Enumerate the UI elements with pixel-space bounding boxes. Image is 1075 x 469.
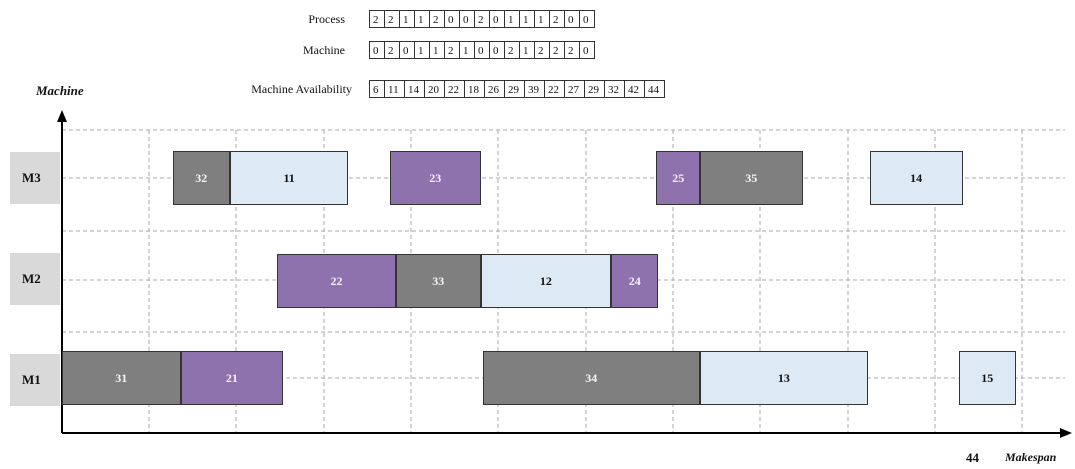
process-cell: 1 bbox=[534, 10, 550, 28]
makespan-value: 44 bbox=[966, 450, 979, 465]
machine-cell: 2 bbox=[504, 41, 520, 59]
task-block-35: 35 bbox=[699, 151, 803, 205]
process-cell: 2 bbox=[429, 10, 445, 28]
process-cell: 0 bbox=[564, 10, 580, 28]
process-cell: 1 bbox=[399, 10, 415, 28]
machine-cell: 0 bbox=[474, 41, 490, 59]
task-block-33: 33 bbox=[395, 254, 481, 308]
availability-cell: 22 bbox=[444, 80, 465, 98]
task-block-34: 34 bbox=[482, 351, 700, 405]
task-block-32: 32 bbox=[172, 151, 230, 205]
availability-row-label: Machine Availability bbox=[251, 82, 352, 96]
machine-cell: 0 bbox=[579, 41, 595, 59]
machine-cell: 0 bbox=[399, 41, 415, 59]
task-block-13: 13 bbox=[699, 351, 868, 405]
x-axis-arrow bbox=[1060, 428, 1072, 438]
task-block-31: 31 bbox=[62, 351, 181, 405]
task-block-25: 25 bbox=[656, 151, 700, 205]
process-row-label: Process bbox=[308, 12, 345, 26]
task-block-14: 14 bbox=[869, 151, 963, 205]
process-cell: 0 bbox=[579, 10, 595, 28]
x-axis-title: Makespan bbox=[1005, 450, 1057, 464]
task-block-21: 21 bbox=[180, 351, 284, 405]
machine-row-label: Machine bbox=[303, 43, 345, 57]
machine-label-m2: M2 bbox=[10, 253, 60, 305]
availability-cell: 44 bbox=[644, 80, 665, 98]
task-block-23: 23 bbox=[389, 151, 481, 205]
y-axis-arrow bbox=[57, 110, 67, 122]
y-axis-title: Machine bbox=[36, 83, 84, 98]
availability-cells: 6 11 14 20 22 18 26 29 39 22 27 29 32 42 44 bbox=[369, 80, 665, 98]
availability-cell: 26 bbox=[484, 80, 505, 98]
machine-label-m3: M3 bbox=[10, 152, 60, 204]
task-block-12: 12 bbox=[480, 254, 612, 308]
task-block-15: 15 bbox=[958, 351, 1016, 405]
task-block-22: 22 bbox=[277, 254, 396, 308]
task-block-11: 11 bbox=[229, 151, 349, 205]
machine-label-m1: M1 bbox=[10, 354, 60, 406]
task-block-24: 24 bbox=[611, 254, 659, 308]
